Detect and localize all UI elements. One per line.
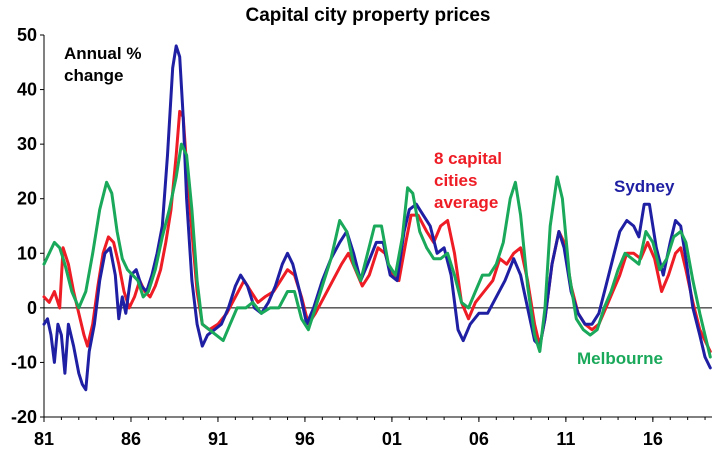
chart-title: Capital city property prices xyxy=(246,5,491,26)
y-axis-label-line-1: Annual % xyxy=(64,44,141,63)
y-tick-label: -20 xyxy=(11,407,37,427)
series-line-sydney xyxy=(42,44,712,392)
legend-average-line-1: 8 capital xyxy=(434,149,502,168)
legend-melbourne: Melbourne xyxy=(577,349,663,368)
legend-average: 8 capital cities average xyxy=(434,149,502,212)
plot-area: -20 -10 0 10 20 30 40 50 81 86 91 96 01 06 11 16 xyxy=(11,25,712,449)
x-axis-ticks: 81 86 91 96 01 06 11 16 xyxy=(34,417,706,449)
legend-average-line-2: cities xyxy=(434,171,477,190)
y-axis-label-line-2: change xyxy=(64,66,124,85)
legend-average-line-3: average xyxy=(434,193,498,212)
y-tick-label: 50 xyxy=(17,25,37,45)
x-tick-label: 96 xyxy=(295,429,315,449)
series-line-8-capital-cities-average xyxy=(42,109,712,353)
y-tick-label: 20 xyxy=(17,189,37,209)
y-tick-label: 10 xyxy=(17,243,37,263)
x-tick-label: 81 xyxy=(34,429,54,449)
x-tick-label: 06 xyxy=(469,429,489,449)
series-line-melbourne xyxy=(42,142,712,359)
series-lines xyxy=(42,44,712,392)
y-axis-ticks: -20 -10 0 10 20 30 40 50 xyxy=(11,25,44,427)
y-tick-label: 40 xyxy=(17,80,37,100)
y-tick-label: 30 xyxy=(17,134,37,154)
x-tick-label: 91 xyxy=(208,429,228,449)
x-tick-label: 86 xyxy=(121,429,141,449)
legend-sydney: Sydney xyxy=(614,177,675,196)
x-tick-label: 01 xyxy=(382,429,402,449)
y-tick-label: 0 xyxy=(27,298,37,318)
x-tick-label: 11 xyxy=(556,429,575,449)
x-tick-label: 16 xyxy=(643,429,663,449)
y-tick-label: -10 xyxy=(11,352,37,372)
